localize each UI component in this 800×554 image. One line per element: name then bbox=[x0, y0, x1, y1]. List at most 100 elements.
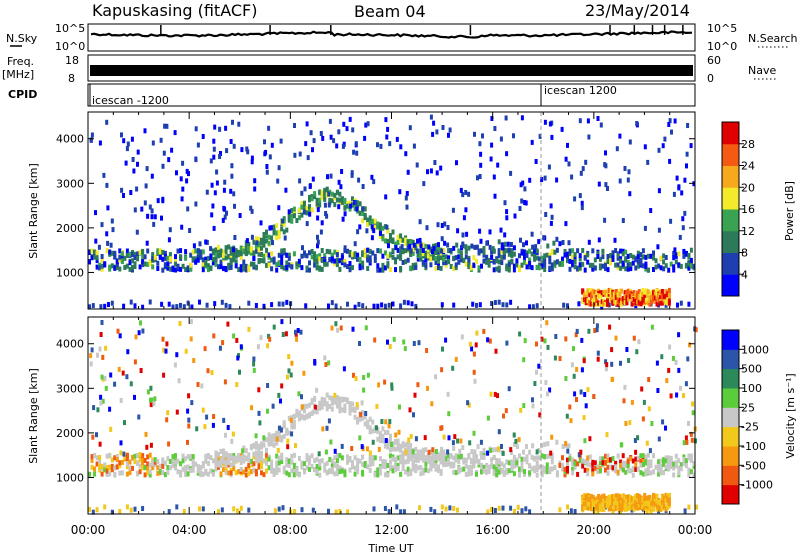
heatmap-cell bbox=[512, 267, 516, 273]
heatmap-cell bbox=[437, 250, 440, 256]
heatmap-cell bbox=[444, 456, 448, 462]
heatmap-cell bbox=[214, 252, 218, 257]
heatmap-cell bbox=[509, 242, 513, 247]
heatmap-cell bbox=[604, 459, 607, 465]
heatmap-cell bbox=[520, 456, 524, 462]
heatmap-cell bbox=[186, 408, 190, 414]
heatmap-cell bbox=[426, 454, 430, 460]
heatmap-cell bbox=[603, 217, 607, 223]
heatmap-cell bbox=[476, 444, 480, 450]
heatmap-cell bbox=[540, 336, 544, 342]
heatmap-cell bbox=[191, 249, 195, 255]
heatmap-cell bbox=[267, 333, 271, 339]
heatmap-cell bbox=[316, 234, 319, 240]
heatmap-cell bbox=[512, 457, 516, 463]
heatmap-cell bbox=[247, 471, 251, 477]
heatmap-cell bbox=[583, 267, 587, 273]
heatmap-cell bbox=[613, 299, 617, 305]
heatmap-cell bbox=[566, 258, 569, 264]
heatmap-cell bbox=[409, 433, 413, 439]
heatmap-cell bbox=[303, 250, 306, 256]
heatmap-cell bbox=[386, 238, 390, 244]
heatmap-cell bbox=[144, 183, 148, 189]
heatmap-cell bbox=[561, 240, 565, 245]
y-tick-label: 1000 bbox=[56, 266, 84, 279]
heatmap-cell bbox=[343, 258, 347, 264]
heatmap-cell bbox=[305, 205, 309, 211]
heatmap-cell bbox=[187, 393, 191, 399]
heatmap-cell bbox=[160, 215, 163, 221]
heatmap-cell bbox=[591, 301, 595, 307]
heatmap-cell bbox=[163, 460, 167, 466]
heatmap-cell bbox=[150, 208, 154, 214]
heatmap-cell bbox=[516, 504, 520, 510]
heatmap-cell bbox=[619, 265, 623, 271]
heatmap-cell bbox=[656, 244, 660, 250]
heatmap-cell bbox=[664, 263, 668, 269]
heatmap-cell bbox=[290, 468, 294, 474]
power-colorbar-label: Power [dB] bbox=[783, 181, 796, 241]
heatmap-cell bbox=[573, 264, 577, 270]
heatmap-cell bbox=[113, 471, 117, 477]
heatmap-cell bbox=[488, 244, 492, 250]
heatmap-cell bbox=[648, 494, 652, 500]
heatmap-cell bbox=[600, 506, 604, 512]
heatmap-cell bbox=[97, 244, 101, 250]
heatmap-cell bbox=[588, 497, 592, 502]
heatmap-cell bbox=[95, 258, 99, 264]
heatmap-cell bbox=[150, 173, 154, 179]
heatmap-cell bbox=[250, 208, 254, 214]
heatmap-cell bbox=[581, 289, 585, 295]
heatmap-cell bbox=[136, 471, 140, 477]
heatmap-cell bbox=[448, 127, 452, 133]
heatmap-cell bbox=[677, 470, 681, 476]
heatmap-cell bbox=[593, 257, 597, 263]
heatmap-cell bbox=[333, 202, 337, 208]
heatmap-cell bbox=[313, 191, 317, 197]
heatmap-cell bbox=[497, 429, 501, 435]
heatmap-cell bbox=[391, 301, 395, 307]
heatmap-cell bbox=[642, 399, 646, 405]
heatmap-cell bbox=[318, 465, 322, 471]
colorbar-tick-label: 28 bbox=[741, 138, 755, 151]
heatmap-cell bbox=[646, 452, 650, 458]
heatmap-cell bbox=[447, 452, 451, 458]
heatmap-cell bbox=[353, 241, 357, 247]
heatmap-cell bbox=[98, 262, 102, 268]
heatmap-cell bbox=[118, 508, 122, 514]
heatmap-cell bbox=[495, 461, 499, 467]
heatmap-cell bbox=[325, 248, 329, 254]
heatmap-cell bbox=[209, 455, 213, 461]
heatmap-cell bbox=[260, 240, 263, 246]
heatmap-cell bbox=[425, 225, 429, 231]
heatmap-cell bbox=[254, 471, 258, 477]
heatmap-cell bbox=[613, 497, 617, 502]
heatmap-cell bbox=[572, 346, 575, 352]
heatmap-cell bbox=[692, 461, 696, 466]
heatmap-cell bbox=[677, 458, 681, 464]
heatmap-cell bbox=[229, 257, 233, 263]
heatmap-cell bbox=[523, 469, 526, 475]
heatmap-cell bbox=[429, 506, 433, 512]
heatmap-cell bbox=[206, 460, 210, 466]
heatmap-cell bbox=[282, 433, 286, 439]
heatmap-cell bbox=[171, 460, 175, 466]
heatmap-cell bbox=[630, 301, 634, 307]
heatmap-cell bbox=[348, 249, 352, 255]
heatmap-cell bbox=[514, 438, 518, 444]
heatmap-cell bbox=[603, 162, 607, 168]
heatmap-cell bbox=[272, 228, 276, 234]
heatmap-cell bbox=[461, 192, 465, 198]
heatmap-cell bbox=[439, 459, 443, 465]
y-tick-label: 4000 bbox=[56, 133, 84, 146]
heatmap-cell bbox=[310, 249, 314, 254]
heatmap-cell bbox=[575, 397, 578, 402]
heatmap-cell bbox=[677, 465, 681, 471]
heatmap-cell bbox=[254, 265, 258, 271]
heatmap-cell bbox=[437, 467, 440, 473]
heatmap-cell bbox=[138, 469, 142, 475]
heatmap-cell bbox=[137, 330, 141, 336]
heatmap-cell bbox=[167, 157, 171, 163]
heatmap-cell bbox=[162, 372, 166, 378]
heatmap-cell bbox=[297, 208, 301, 213]
